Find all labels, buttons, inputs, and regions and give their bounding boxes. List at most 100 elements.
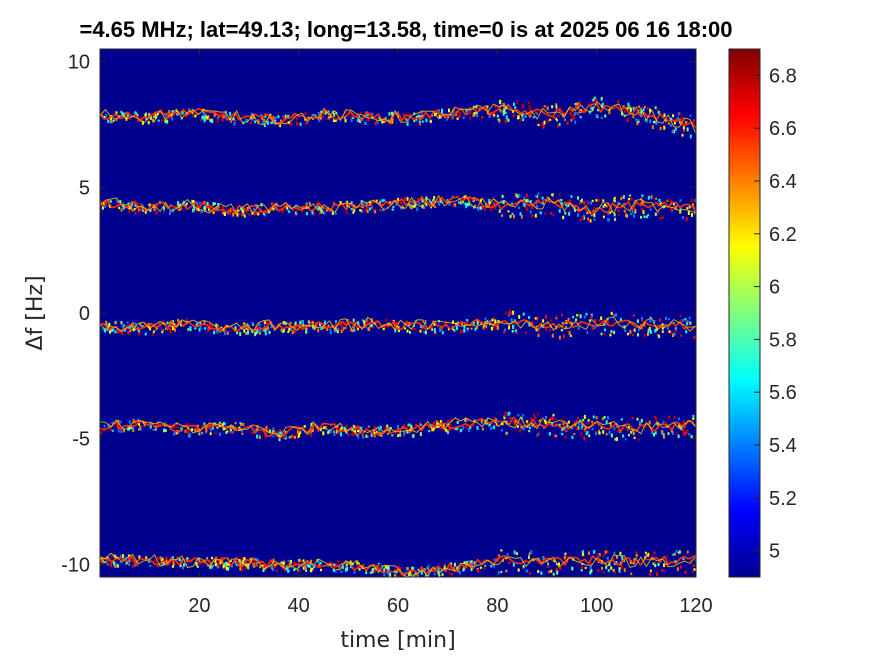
- trace-speckle: [103, 425, 106, 428]
- trace-speckle: [221, 117, 224, 122]
- trace-speckle: [577, 208, 580, 213]
- trace-speckle: [434, 330, 437, 335]
- trace-speckle: [111, 429, 114, 432]
- colorbar-tick-label: 5.4: [769, 435, 797, 457]
- trace-speckle: [270, 564, 273, 568]
- trace-speckle: [157, 556, 160, 560]
- trace-speckle: [160, 562, 163, 566]
- trace-speckle: [505, 311, 508, 315]
- trace-speckle: [610, 566, 613, 570]
- trace-speckle: [557, 199, 560, 203]
- trace-speckle: [247, 565, 250, 570]
- trace-speckle: [388, 121, 391, 124]
- trace-speckle: [513, 550, 516, 555]
- trace-speckle: [641, 328, 644, 331]
- trace-speckle: [548, 329, 551, 332]
- trace-speckle: [667, 415, 670, 420]
- trace-speckle: [414, 571, 417, 575]
- trace-speckle: [562, 422, 565, 426]
- trace-speckle: [441, 573, 444, 576]
- trace-speckle: [600, 116, 603, 120]
- trace-speckle: [536, 205, 539, 209]
- trace-speckle: [589, 570, 592, 575]
- trace-speckle: [229, 430, 232, 434]
- colorbar-tick-label: 6: [769, 277, 780, 299]
- trace-speckle: [346, 318, 349, 322]
- trace-speckle: [422, 115, 425, 119]
- trace-speckle: [338, 565, 341, 569]
- trace-speckle: [163, 210, 166, 213]
- trace-speckle: [282, 559, 285, 563]
- trace-speckle: [618, 567, 621, 571]
- trace-speckle: [570, 426, 573, 429]
- trace-speckle: [529, 108, 532, 113]
- y-tick-label: 5: [79, 177, 90, 199]
- trace-speckle: [125, 116, 128, 121]
- trace-speckle: [368, 207, 371, 211]
- trace-speckle: [171, 110, 174, 113]
- trace-speckle: [626, 107, 629, 110]
- trace-speckle: [655, 197, 658, 200]
- trace-speckle: [682, 428, 685, 432]
- trace-speckle: [297, 325, 300, 328]
- trace-speckle: [344, 119, 347, 123]
- trace-speckle: [534, 111, 537, 114]
- trace-speckle: [472, 197, 475, 200]
- trace-speckle: [256, 558, 259, 561]
- trace-speckle: [138, 555, 141, 560]
- trace-speckle: [256, 434, 259, 439]
- trace-speckle: [555, 119, 558, 122]
- trace-speckle: [245, 323, 248, 328]
- trace-speckle: [149, 208, 152, 212]
- trace-speckle: [185, 429, 188, 434]
- trace-speckle: [129, 329, 132, 333]
- trace-speckle: [555, 117, 558, 120]
- trace-speckle: [483, 325, 486, 330]
- trace-speckle: [490, 426, 493, 430]
- trace-speckle: [374, 210, 377, 214]
- trace-speckle: [662, 432, 665, 437]
- trace-speckle: [288, 210, 291, 213]
- trace-speckle: [296, 433, 299, 437]
- trace-speckle: [212, 211, 215, 214]
- trace-speckle: [458, 428, 461, 432]
- trace-speckle: [250, 121, 253, 124]
- trace-speckle: [602, 554, 605, 558]
- trace-speckle: [540, 571, 543, 575]
- trace-speckle: [299, 559, 302, 563]
- trace-speckle: [555, 434, 558, 438]
- trace-speckle: [250, 116, 253, 120]
- trace-speckle: [466, 328, 469, 332]
- trace-speckle: [649, 330, 652, 335]
- trace-speckle: [645, 215, 648, 219]
- trace-speckle: [472, 199, 475, 203]
- trace-speckle: [195, 562, 198, 567]
- trace-speckle: [317, 205, 320, 210]
- trace-speckle: [422, 206, 425, 209]
- trace-speckle: [486, 320, 489, 324]
- trace-speckle: [225, 562, 228, 566]
- trace-speckle: [394, 328, 397, 333]
- trace-speckle: [673, 552, 676, 556]
- trace-speckle: [305, 121, 308, 125]
- trace-speckle: [305, 330, 308, 334]
- trace-speckle: [340, 323, 343, 328]
- trace-speckle: [353, 571, 356, 574]
- trace-speckle: [265, 431, 268, 434]
- trace-speckle: [511, 212, 514, 216]
- trace-speckle: [357, 426, 360, 430]
- trace-speckle: [406, 427, 409, 430]
- trace-speckle: [216, 324, 219, 328]
- trace-speckle: [413, 119, 416, 123]
- trace-speckle: [375, 430, 378, 434]
- trace-speckle: [654, 431, 657, 435]
- trace-speckle: [118, 206, 121, 210]
- trace-speckle: [574, 111, 577, 116]
- y-tick-label: 0: [79, 303, 90, 325]
- trace-speckle: [581, 215, 584, 220]
- trace-speckle: [602, 205, 605, 208]
- trace-speckle: [294, 435, 297, 439]
- trace-speckle: [327, 431, 330, 435]
- trace-speckle: [201, 431, 204, 435]
- trace-speckle: [425, 196, 428, 201]
